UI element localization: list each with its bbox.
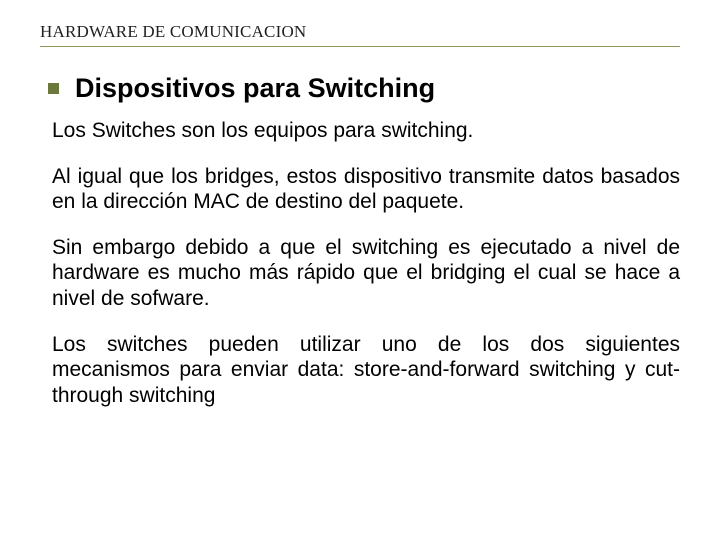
paragraph-2: Al igual que los bridges, estos disposit…	[52, 164, 680, 215]
slide-container: HARDWARE DE COMUNICACION Dispositivos pa…	[0, 0, 720, 540]
title-row: Dispositivos para Switching	[48, 73, 680, 104]
paragraph-1: Los Switches son los equipos para switch…	[52, 118, 680, 144]
square-bullet-icon	[48, 83, 59, 94]
header-title: HARDWARE DE COMUNICACION	[40, 22, 680, 47]
section-title: Dispositivos para Switching	[75, 73, 435, 104]
paragraph-3: Sin embargo debido a que el switching es…	[52, 235, 680, 312]
paragraph-4: Los switches pueden utilizar uno de los …	[52, 332, 680, 409]
